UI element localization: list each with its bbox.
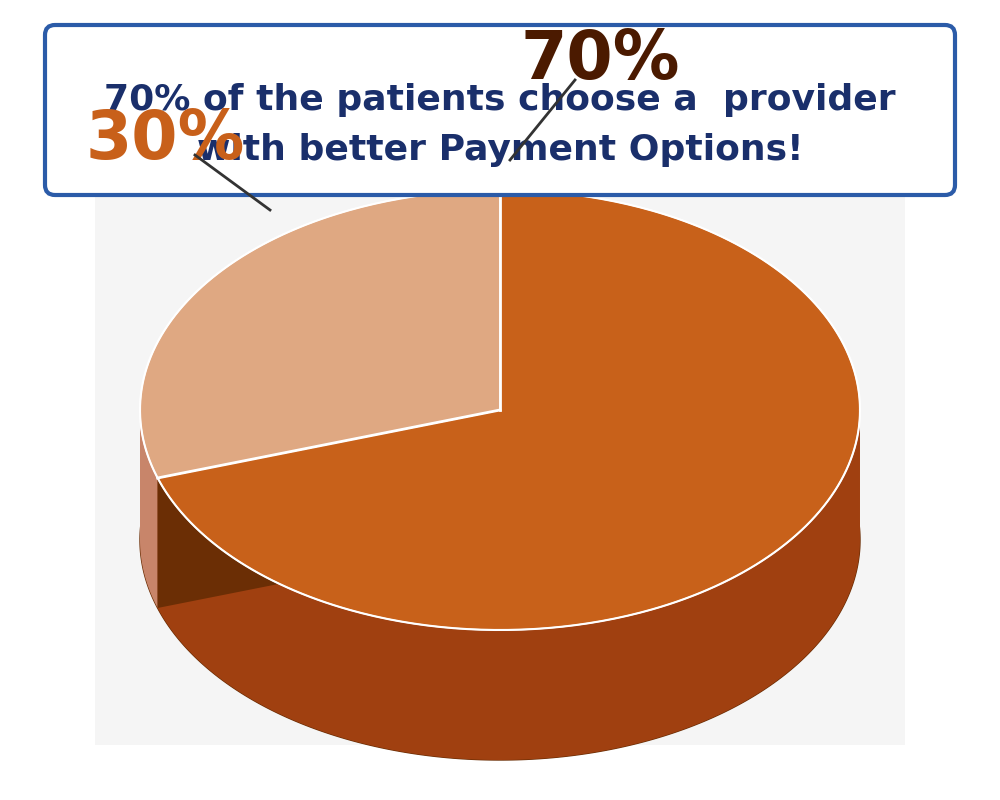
Text: 30%: 30% [85,107,245,173]
FancyBboxPatch shape [95,175,905,745]
Text: 70% of the patients choose a  provider: 70% of the patients choose a provider [104,83,896,117]
Polygon shape [158,410,500,608]
Polygon shape [140,320,860,760]
FancyBboxPatch shape [45,25,955,195]
Text: 70%: 70% [520,27,680,93]
Polygon shape [158,411,860,760]
Polygon shape [140,190,500,478]
Polygon shape [140,410,158,608]
Polygon shape [158,190,860,630]
Text: with better Payment Options!: with better Payment Options! [197,133,803,167]
